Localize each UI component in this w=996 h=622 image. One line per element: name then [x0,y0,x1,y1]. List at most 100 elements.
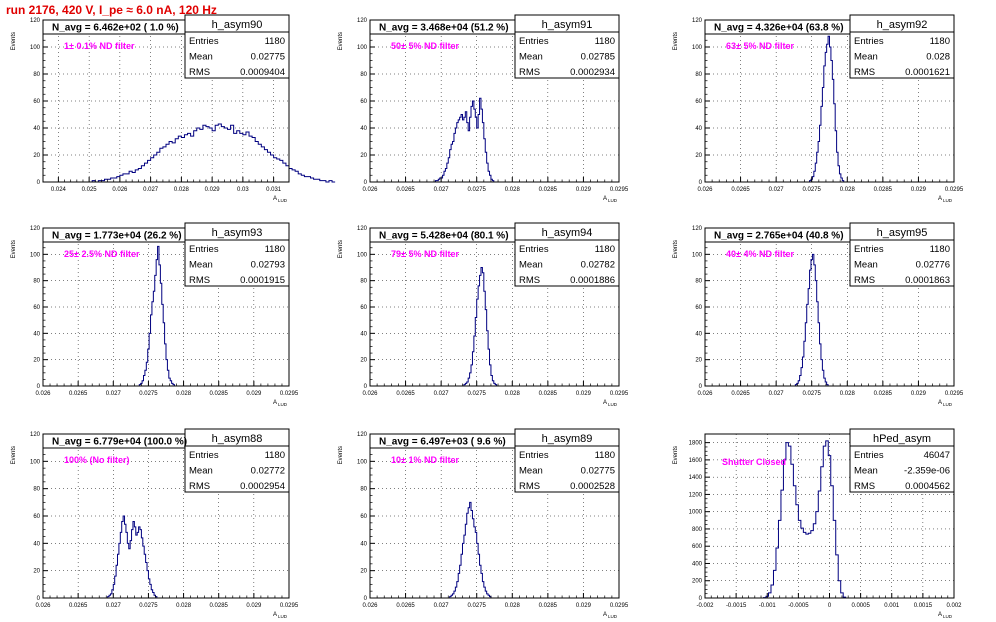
stats-label: Entries [189,36,219,47]
x-axis-title: ALUD [603,400,618,407]
y-tick-label: 60 [695,99,702,105]
stats-value: 0.0002528 [570,481,615,492]
y-tick-label: 120 [357,432,368,438]
y-tick-label: 400 [692,561,703,567]
n-avg-label: N_avg = 6.462e+02 ( 1.0 %) [52,23,179,34]
x-tick-label: 0.026 [362,391,378,397]
stats-value: 1180 [595,244,615,255]
y-tick-label: 600 [692,544,703,550]
x-tick-label: 0.026 [697,391,713,397]
x-tick-label: 0.029 [576,391,592,397]
x-tick-label: 0.0295 [945,391,964,397]
x-tick-label: 0.026 [697,187,713,193]
n-avg-label: N_avg = 4.326e+04 (63.8 %) [714,23,844,34]
stats-label: RMS [854,481,875,492]
y-tick-label: 80 [695,279,702,285]
stats-label: RMS [519,275,540,286]
y-tick-label: 20 [360,153,367,159]
x-tick-label: 0.029 [205,187,221,193]
n-avg-label: N_avg = 6.497e+03 ( 9.6 %) [379,437,506,448]
y-tick-label: 0 [364,180,368,186]
histogram-panel-h_asym88: 0.026 0.0265 0.027 0.0275 0.028 0.0285 0.029 0.… [11,428,299,619]
x-axis-title: ALUD [273,612,288,619]
y-tick-label: 1200 [689,492,703,498]
x-tick-label: 0.028 [176,391,192,397]
stats-label: RMS [854,275,875,286]
stats-value: -2.359e-06 [904,466,950,477]
y-tick-label: 40 [695,126,702,132]
stats-box [514,222,620,287]
n-avg-label: N_avg = 6.779e+04 (100.0 %) [52,437,187,448]
y-tick-label: 20 [695,153,702,159]
y-tick-label: 80 [33,72,40,78]
y-tick-label: 0 [364,596,368,602]
y-tick-label: 60 [33,514,40,520]
stats-value: 0.0001863 [905,275,950,286]
y-tick-label: 20 [360,569,367,575]
x-tick-label: 0.001 [884,603,900,609]
stats-label: RMS [854,67,875,78]
stats-label: Entries [189,450,219,461]
stats-value: 46047 [924,450,950,461]
stats-value: 1180 [265,36,285,47]
x-axis-title-subscript: LUD [608,614,618,619]
stats-title: h_asym93 [212,227,263,239]
stats-label: Mean [854,52,878,63]
x-tick-label: 0.0265 [396,391,415,397]
x-tick-label: 0.028 [174,187,190,193]
x-tick-label: -0.002 [696,603,714,609]
filter-annotation: 10± 1% ND filter [391,455,459,465]
histogram-series [434,97,496,183]
y-axis-title: Events [338,240,344,258]
x-tick-label: 0.0275 [139,603,158,609]
stats-value: 0.0002954 [240,481,285,492]
x-tick-label: 0.027 [769,391,785,397]
filter-annotation: 50± 5% ND filter [391,41,459,51]
x-tick-label: 0.0265 [396,187,415,193]
stats-label: RMS [189,275,210,286]
stats-label: RMS [189,67,210,78]
x-tick-label: 0.0285 [874,187,893,193]
x-tick-label: 0.029 [576,603,592,609]
histogram-panel-h_asym89: 0.026 0.0265 0.027 0.0275 0.028 0.0285 0.029 0.… [338,428,629,619]
stats-box [849,428,955,493]
y-tick-label: 80 [33,487,40,493]
stats-label: Mean [189,466,213,477]
filter-annotation: 25± 2.5% ND filter [64,249,140,259]
stats-label: Mean [189,52,213,63]
x-axis-title: ALUD [273,400,288,407]
x-tick-label: 0.029 [911,187,927,193]
n-avg-box [42,227,186,243]
x-tick-label: 0.0265 [69,391,88,397]
histogram-series [106,515,159,599]
y-tick-label: 60 [360,305,367,311]
x-tick-label: -0.0015 [726,603,747,609]
stats-value: 0.0001886 [570,275,615,286]
x-tick-label: 0.0265 [69,603,88,609]
filter-annotation: 100% (No filter) [64,455,130,465]
y-tick-label: 100 [30,459,41,465]
stats-value: 0.02772 [251,466,285,477]
n-avg-box [369,433,516,449]
x-axis-title: ALUD [938,612,953,619]
x-tick-label: 0.028 [505,391,521,397]
x-tick-label: 0.029 [246,391,262,397]
stats-label: Mean [519,260,543,271]
x-tick-label: 0.028 [505,187,521,193]
x-tick-label: 0.027 [434,603,450,609]
x-axis-title-subscript: LUD [278,614,288,619]
x-tick-label: 0.025 [82,187,98,193]
n-avg-box [369,19,516,35]
stats-box [514,428,620,493]
x-tick-label: 0.0275 [468,391,487,397]
x-tick-label: 0.027 [106,391,122,397]
y-tick-label: 40 [33,126,40,132]
y-tick-label: 40 [33,331,40,337]
x-axis-title-subscript: LUD [943,614,953,619]
y-tick-label: 60 [33,305,40,311]
y-tick-label: 0 [37,180,41,186]
x-tick-label: 0.0285 [539,187,558,193]
stats-value: 0.0004562 [905,481,950,492]
y-tick-label: 100 [357,252,368,258]
x-tick-label: 0.026 [35,391,51,397]
